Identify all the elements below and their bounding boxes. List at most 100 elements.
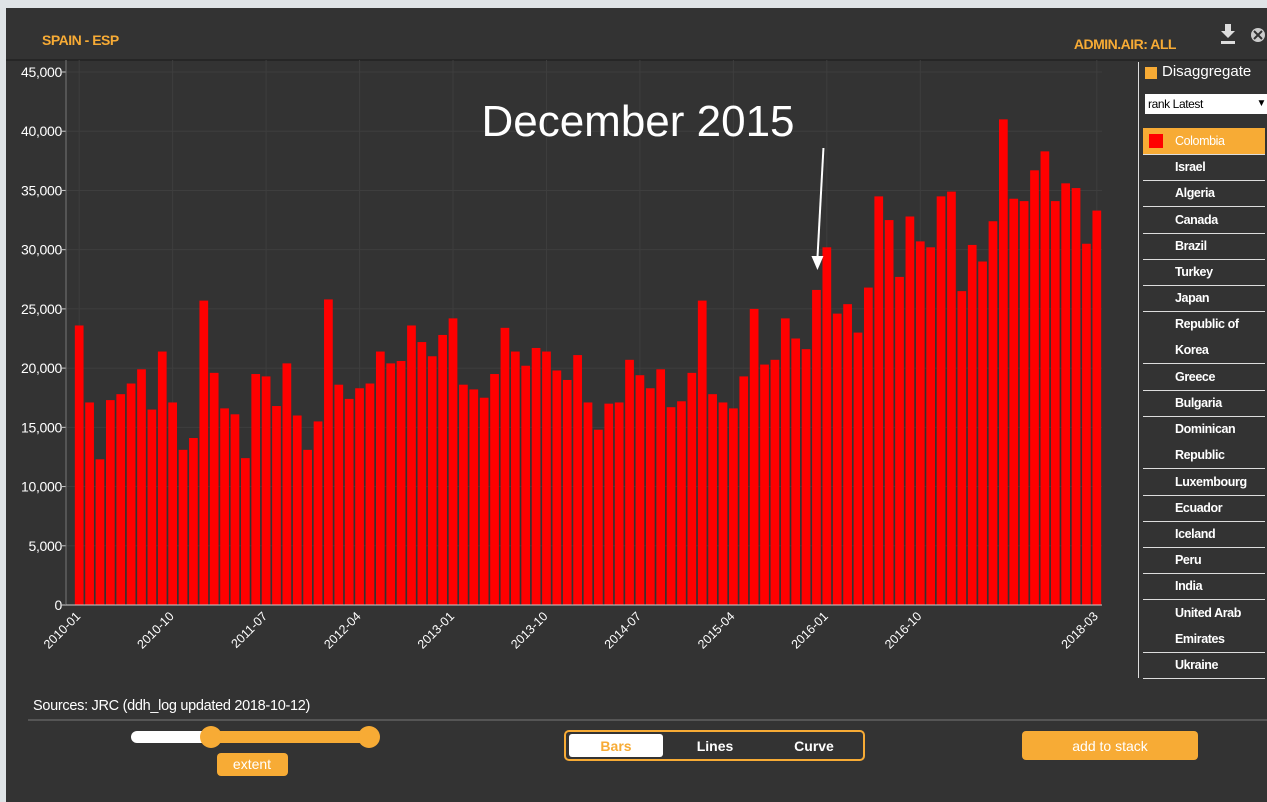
add-button[interactable]: [1022, 731, 1198, 760]
country-item[interactable]: Israel: [1143, 154, 1265, 182]
country-item[interactable]: Colombia: [1143, 128, 1265, 155]
country-label: Turkey: [1175, 265, 1213, 279]
bar: [604, 403, 614, 605]
bar: [729, 408, 738, 605]
country-item[interactable]: Ukraine: [1143, 652, 1265, 679]
country-item[interactable]: Ecuador: [1143, 495, 1265, 522]
annotation-arrow: [816, 147, 825, 259]
extent-button[interactable]: [217, 753, 288, 776]
country-label: Iceland: [1175, 527, 1216, 541]
bar: [749, 308, 759, 605]
bar: [812, 289, 821, 605]
bar: [521, 365, 531, 605]
bar: [645, 388, 655, 605]
bar: [199, 300, 209, 605]
checkbox[interactable]: [1145, 67, 1157, 79]
bar: [998, 119, 1008, 605]
bar: [915, 241, 925, 605]
x-tick-label: 2011-07: [229, 609, 271, 651]
rank-select[interactable]: rank Latest ▼: [1145, 94, 1267, 114]
annotation: December 2015: [481, 97, 794, 146]
bar: [209, 372, 219, 605]
x-tick-label: 2016-01: [789, 609, 831, 651]
bar: [500, 327, 510, 605]
y-tick-label: 15,000: [21, 419, 63, 435]
y-tick-label: 40,000: [21, 123, 63, 139]
bar: [292, 415, 302, 605]
extent-label: extent: [233, 756, 271, 772]
bar: [230, 414, 240, 605]
country-item[interactable]: Iceland: [1143, 521, 1265, 548]
country-label: Greece: [1175, 369, 1215, 384]
country-label: Bulgaria: [1175, 396, 1222, 410]
bar: [926, 247, 936, 605]
y-tick-label: 5,000: [28, 538, 62, 554]
country-item[interactable]: Canada: [1143, 207, 1265, 234]
close-icon[interactable]: [1251, 28, 1265, 42]
country-item[interactable]: Bulgaria: [1143, 390, 1265, 417]
bar: [635, 375, 645, 605]
country-item[interactable]: Luxembourg: [1143, 469, 1265, 496]
country-item[interactable]: Republic of Korea: [1143, 311, 1265, 365]
mode-label: Curve: [794, 738, 834, 754]
country-item[interactable]: Turkey: [1143, 259, 1265, 286]
x-tick-label: 2010-01: [41, 609, 83, 651]
country-item[interactable]: Greece: [1143, 364, 1265, 391]
country-item[interactable]: India: [1143, 573, 1265, 601]
bar: [760, 364, 769, 605]
bar: [583, 402, 593, 605]
country-label: United Arab Emirates: [1175, 605, 1241, 646]
bar: [697, 300, 707, 605]
bar: [85, 402, 94, 605]
x-tick-label: 2012-04: [321, 609, 363, 651]
bar: [178, 449, 188, 605]
country-label: Ukraine: [1175, 658, 1219, 672]
mode-label: Lines: [697, 738, 734, 754]
bar: [105, 400, 115, 605]
x-tick-label: 2013-10: [508, 609, 550, 651]
country-item[interactable]: Dominican Republic: [1143, 416, 1265, 470]
bar: [490, 374, 499, 605]
bar: [708, 394, 717, 605]
bar: [313, 421, 323, 605]
country-item[interactable]: Algeria: [1143, 180, 1265, 208]
slider-handle[interactable]: [200, 726, 222, 748]
bar: [770, 359, 780, 605]
country-item[interactable]: Peru: [1143, 547, 1265, 575]
bar: [438, 334, 447, 605]
country-item[interactable]: United Arab Emirates: [1143, 600, 1265, 653]
bar: [967, 244, 977, 605]
slider-handle[interactable]: [358, 726, 380, 748]
bar: [1082, 243, 1091, 605]
bar: [573, 355, 582, 605]
x-tick-label: 2010-10: [134, 609, 176, 651]
bar: [677, 401, 686, 605]
x-tick-label: 2018-03: [1059, 609, 1101, 651]
download-icon[interactable]: [1221, 24, 1235, 44]
country-label: Colombia: [1175, 134, 1225, 148]
bar: [324, 299, 333, 605]
slider-track: [131, 731, 211, 743]
bar: [1071, 188, 1081, 605]
bar: [978, 261, 987, 605]
country-label: Luxembourg: [1175, 474, 1247, 489]
dropdown-arrow: ▼: [1256, 98, 1267, 109]
bar: [375, 351, 385, 605]
bar: [365, 383, 375, 605]
bar: [147, 409, 157, 605]
bar: [157, 351, 167, 605]
country-label: Algeria: [1175, 186, 1215, 201]
bar: [74, 325, 84, 605]
y-tick-label: 45,000: [21, 64, 63, 80]
mode-toggle: [564, 730, 865, 761]
bar: [936, 196, 946, 605]
slider-range[interactable]: [205, 731, 375, 743]
bar: [1092, 210, 1102, 605]
country-item[interactable]: Japan: [1143, 285, 1265, 313]
bar: [947, 191, 956, 605]
y-tick-label: 0: [55, 597, 63, 613]
bar: [687, 372, 697, 605]
bar: [282, 363, 292, 605]
country-item[interactable]: Brazil: [1143, 233, 1265, 260]
